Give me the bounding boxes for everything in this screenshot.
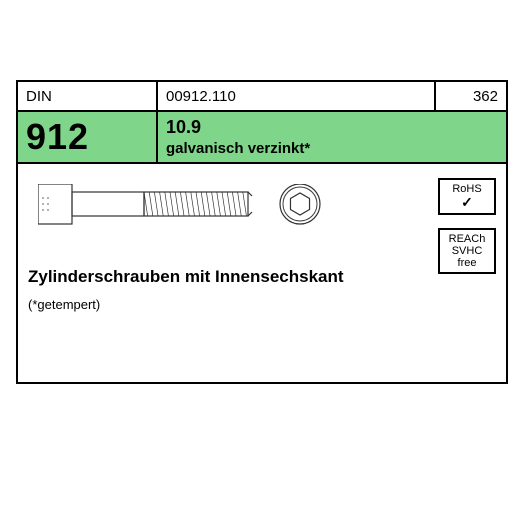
surface-finish: galvanisch verzinkt*	[166, 140, 310, 157]
check-icon: ✓	[442, 195, 492, 210]
ref-number: 362	[436, 82, 506, 112]
card-body: Zylinderschrauben mit Innensechskant (*g…	[18, 164, 506, 384]
footnote: (*getempert)	[28, 297, 496, 312]
header-right: 362	[436, 82, 506, 162]
header-mid: 00912.110 10.9 galvanisch verzinkt*	[158, 82, 436, 162]
technical-drawing	[38, 184, 338, 228]
reach-badge: REACh SVHC free	[438, 228, 496, 274]
reach-line2: SVHC	[442, 245, 492, 257]
rohs-badge: RoHS ✓	[438, 178, 496, 215]
grade-finish: 10.9 galvanisch verzinkt*	[158, 112, 436, 162]
spec-card: DIN 912 00912.110 10.9 galvanisch verzin…	[16, 80, 508, 384]
header-left: DIN 912	[18, 82, 158, 162]
strength-grade: 10.9	[166, 117, 201, 138]
std-number: 912	[18, 112, 158, 162]
header-right-fill	[436, 112, 506, 162]
header: DIN 912 00912.110 10.9 galvanisch verzin…	[18, 82, 506, 164]
product-code: 00912.110	[158, 82, 436, 112]
std-label: DIN	[18, 82, 158, 112]
product-title: Zylinderschrauben mit Innensechskant	[28, 267, 496, 287]
reach-line1: REACh	[442, 233, 492, 245]
reach-line3: free	[442, 257, 492, 269]
